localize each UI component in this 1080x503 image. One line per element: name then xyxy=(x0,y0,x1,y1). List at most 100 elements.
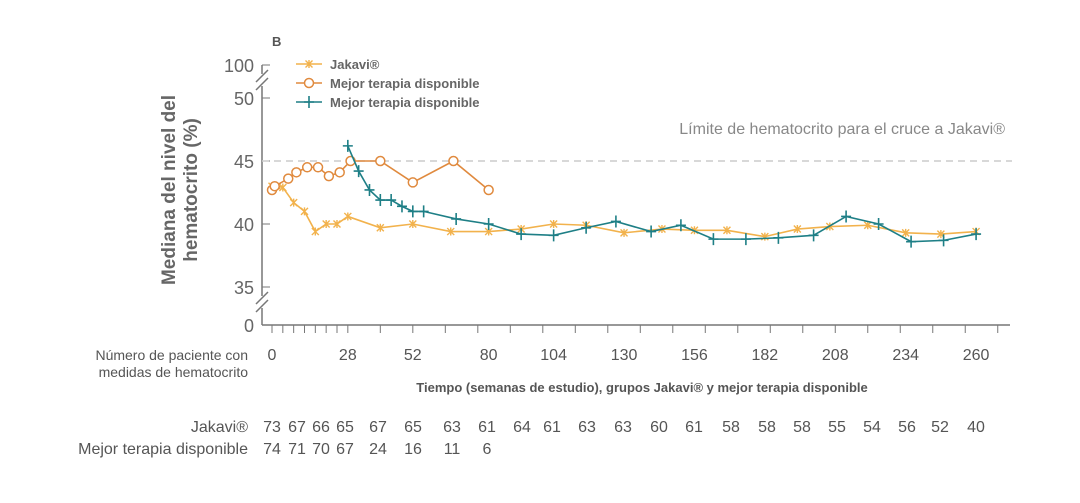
data-point-series-0 xyxy=(620,228,629,237)
patients-count: 63 xyxy=(443,419,461,436)
data-point-series-1 xyxy=(334,167,345,178)
legend-marker-2 xyxy=(304,96,314,108)
data-point-series-2 xyxy=(516,228,527,241)
data-point-series-0 xyxy=(289,198,298,207)
x-axis-label: Tiempo (semanas de estudio), grupos Jaka… xyxy=(416,380,867,395)
data-point-series-2 xyxy=(548,229,559,242)
x-tick-label: 156 xyxy=(681,347,708,364)
patients-count: 11 xyxy=(444,441,461,458)
x-tick-label: 208 xyxy=(822,347,849,364)
data-point-series-1 xyxy=(269,180,280,192)
patients-count: 65 xyxy=(336,419,354,436)
patients-count: 58 xyxy=(758,419,776,436)
y-axis-break-bottom xyxy=(255,291,269,313)
data-point-series-2 xyxy=(364,183,375,196)
legend-label-0: Jakavi® xyxy=(330,57,380,72)
x-tick-label: 28 xyxy=(339,347,357,364)
data-point-series-0 xyxy=(278,183,287,192)
patients-count: 54 xyxy=(863,419,881,436)
data-point-series-0 xyxy=(343,212,352,221)
data-point-series-2 xyxy=(971,228,982,241)
data-point-series-0 xyxy=(322,220,331,228)
data-point-series-2 xyxy=(418,205,429,218)
x-tick-label: 260 xyxy=(963,347,990,364)
patients-count: 16 xyxy=(404,441,422,458)
patients-count: 64 xyxy=(513,419,531,436)
data-point-series-1 xyxy=(375,155,386,167)
data-point-series-1 xyxy=(282,173,294,184)
patients-count: 67 xyxy=(336,441,354,458)
y-tick-label: 40 xyxy=(234,215,254,235)
reference-line-label: Límite de hematocrito para el cruce a Ja… xyxy=(679,121,1005,138)
data-point-series-0 xyxy=(863,221,872,230)
data-point-series-0 xyxy=(332,220,341,228)
patients-row-label: Mejor terapia disponible xyxy=(78,441,248,458)
patients-count: 60 xyxy=(650,419,668,436)
data-point-series-0 xyxy=(793,225,802,234)
data-point-series-2 xyxy=(386,194,397,207)
x-tick-label: 130 xyxy=(611,347,638,364)
data-point-series-2 xyxy=(451,212,462,225)
data-point-series-1 xyxy=(312,162,324,173)
patients-count: 65 xyxy=(404,419,422,436)
patients-count: 58 xyxy=(722,419,740,436)
y-tick-label: 100 xyxy=(224,56,254,76)
data-point-series-0 xyxy=(311,227,320,236)
patients-at-risk-title-line1: Número de paciente con xyxy=(95,347,248,363)
data-point-series-0 xyxy=(300,207,309,216)
data-point-series-2 xyxy=(407,205,418,218)
patients-at-risk-title-line2: medidas de hematocrito xyxy=(99,364,249,380)
legend-label-1: Mejor terapia disponible xyxy=(330,76,480,91)
patients-count: 24 xyxy=(369,441,387,458)
data-point-series-2 xyxy=(808,229,819,242)
data-point-series-2 xyxy=(646,225,657,238)
data-point-series-2 xyxy=(740,233,751,246)
data-point-series-2 xyxy=(841,210,852,223)
patients-count: 71 xyxy=(288,441,306,458)
patients-count: 66 xyxy=(312,419,330,436)
patients-count: 58 xyxy=(793,419,811,436)
patients-count: 6 xyxy=(483,441,492,458)
patients-count: 61 xyxy=(478,419,496,436)
y-tick-label: 50 xyxy=(234,89,254,109)
data-point-series-2 xyxy=(581,221,592,234)
patients-count: 74 xyxy=(263,441,281,458)
x-tick-label: 104 xyxy=(540,347,567,364)
y-tick-label: 35 xyxy=(234,278,254,298)
data-point-series-2 xyxy=(708,233,719,246)
data-point-series-2 xyxy=(610,215,621,228)
patients-count: 67 xyxy=(369,419,387,436)
data-point-series-2 xyxy=(906,235,917,248)
patients-count: 55 xyxy=(828,419,846,436)
x-tick-label: 0 xyxy=(268,347,277,364)
y-axis-label-line2: hematocrito (%) xyxy=(181,118,202,262)
x-tick-label: 52 xyxy=(404,347,422,364)
legend-marker-0 xyxy=(305,60,313,68)
data-point-series-2 xyxy=(342,139,353,152)
data-point-series-1 xyxy=(301,162,313,173)
data-point-series-0 xyxy=(901,228,910,237)
data-point-series-0 xyxy=(549,220,558,228)
data-point-series-0 xyxy=(446,227,455,236)
patients-count: 63 xyxy=(578,419,596,436)
data-point-series-0 xyxy=(408,220,417,228)
patients-count: 61 xyxy=(685,419,703,436)
data-point-series-2 xyxy=(483,218,494,230)
x-tick-label: 80 xyxy=(480,347,498,364)
x-tick-label: 182 xyxy=(752,347,779,364)
data-point-series-1 xyxy=(448,155,459,167)
patients-count: 61 xyxy=(543,419,561,436)
patients-count: 73 xyxy=(263,419,281,436)
data-point-series-1 xyxy=(323,170,335,182)
data-point-series-2 xyxy=(773,231,784,244)
y-axis-break-top xyxy=(255,69,269,91)
data-point-series-1 xyxy=(483,184,494,196)
y-axis-label-line1: Mediana del nivel del xyxy=(159,95,180,285)
data-point-series-2 xyxy=(353,165,364,178)
panel-label: B xyxy=(272,34,281,49)
patients-count: 70 xyxy=(312,441,330,458)
data-point-series-2 xyxy=(675,219,686,232)
patients-count: 52 xyxy=(931,419,949,436)
